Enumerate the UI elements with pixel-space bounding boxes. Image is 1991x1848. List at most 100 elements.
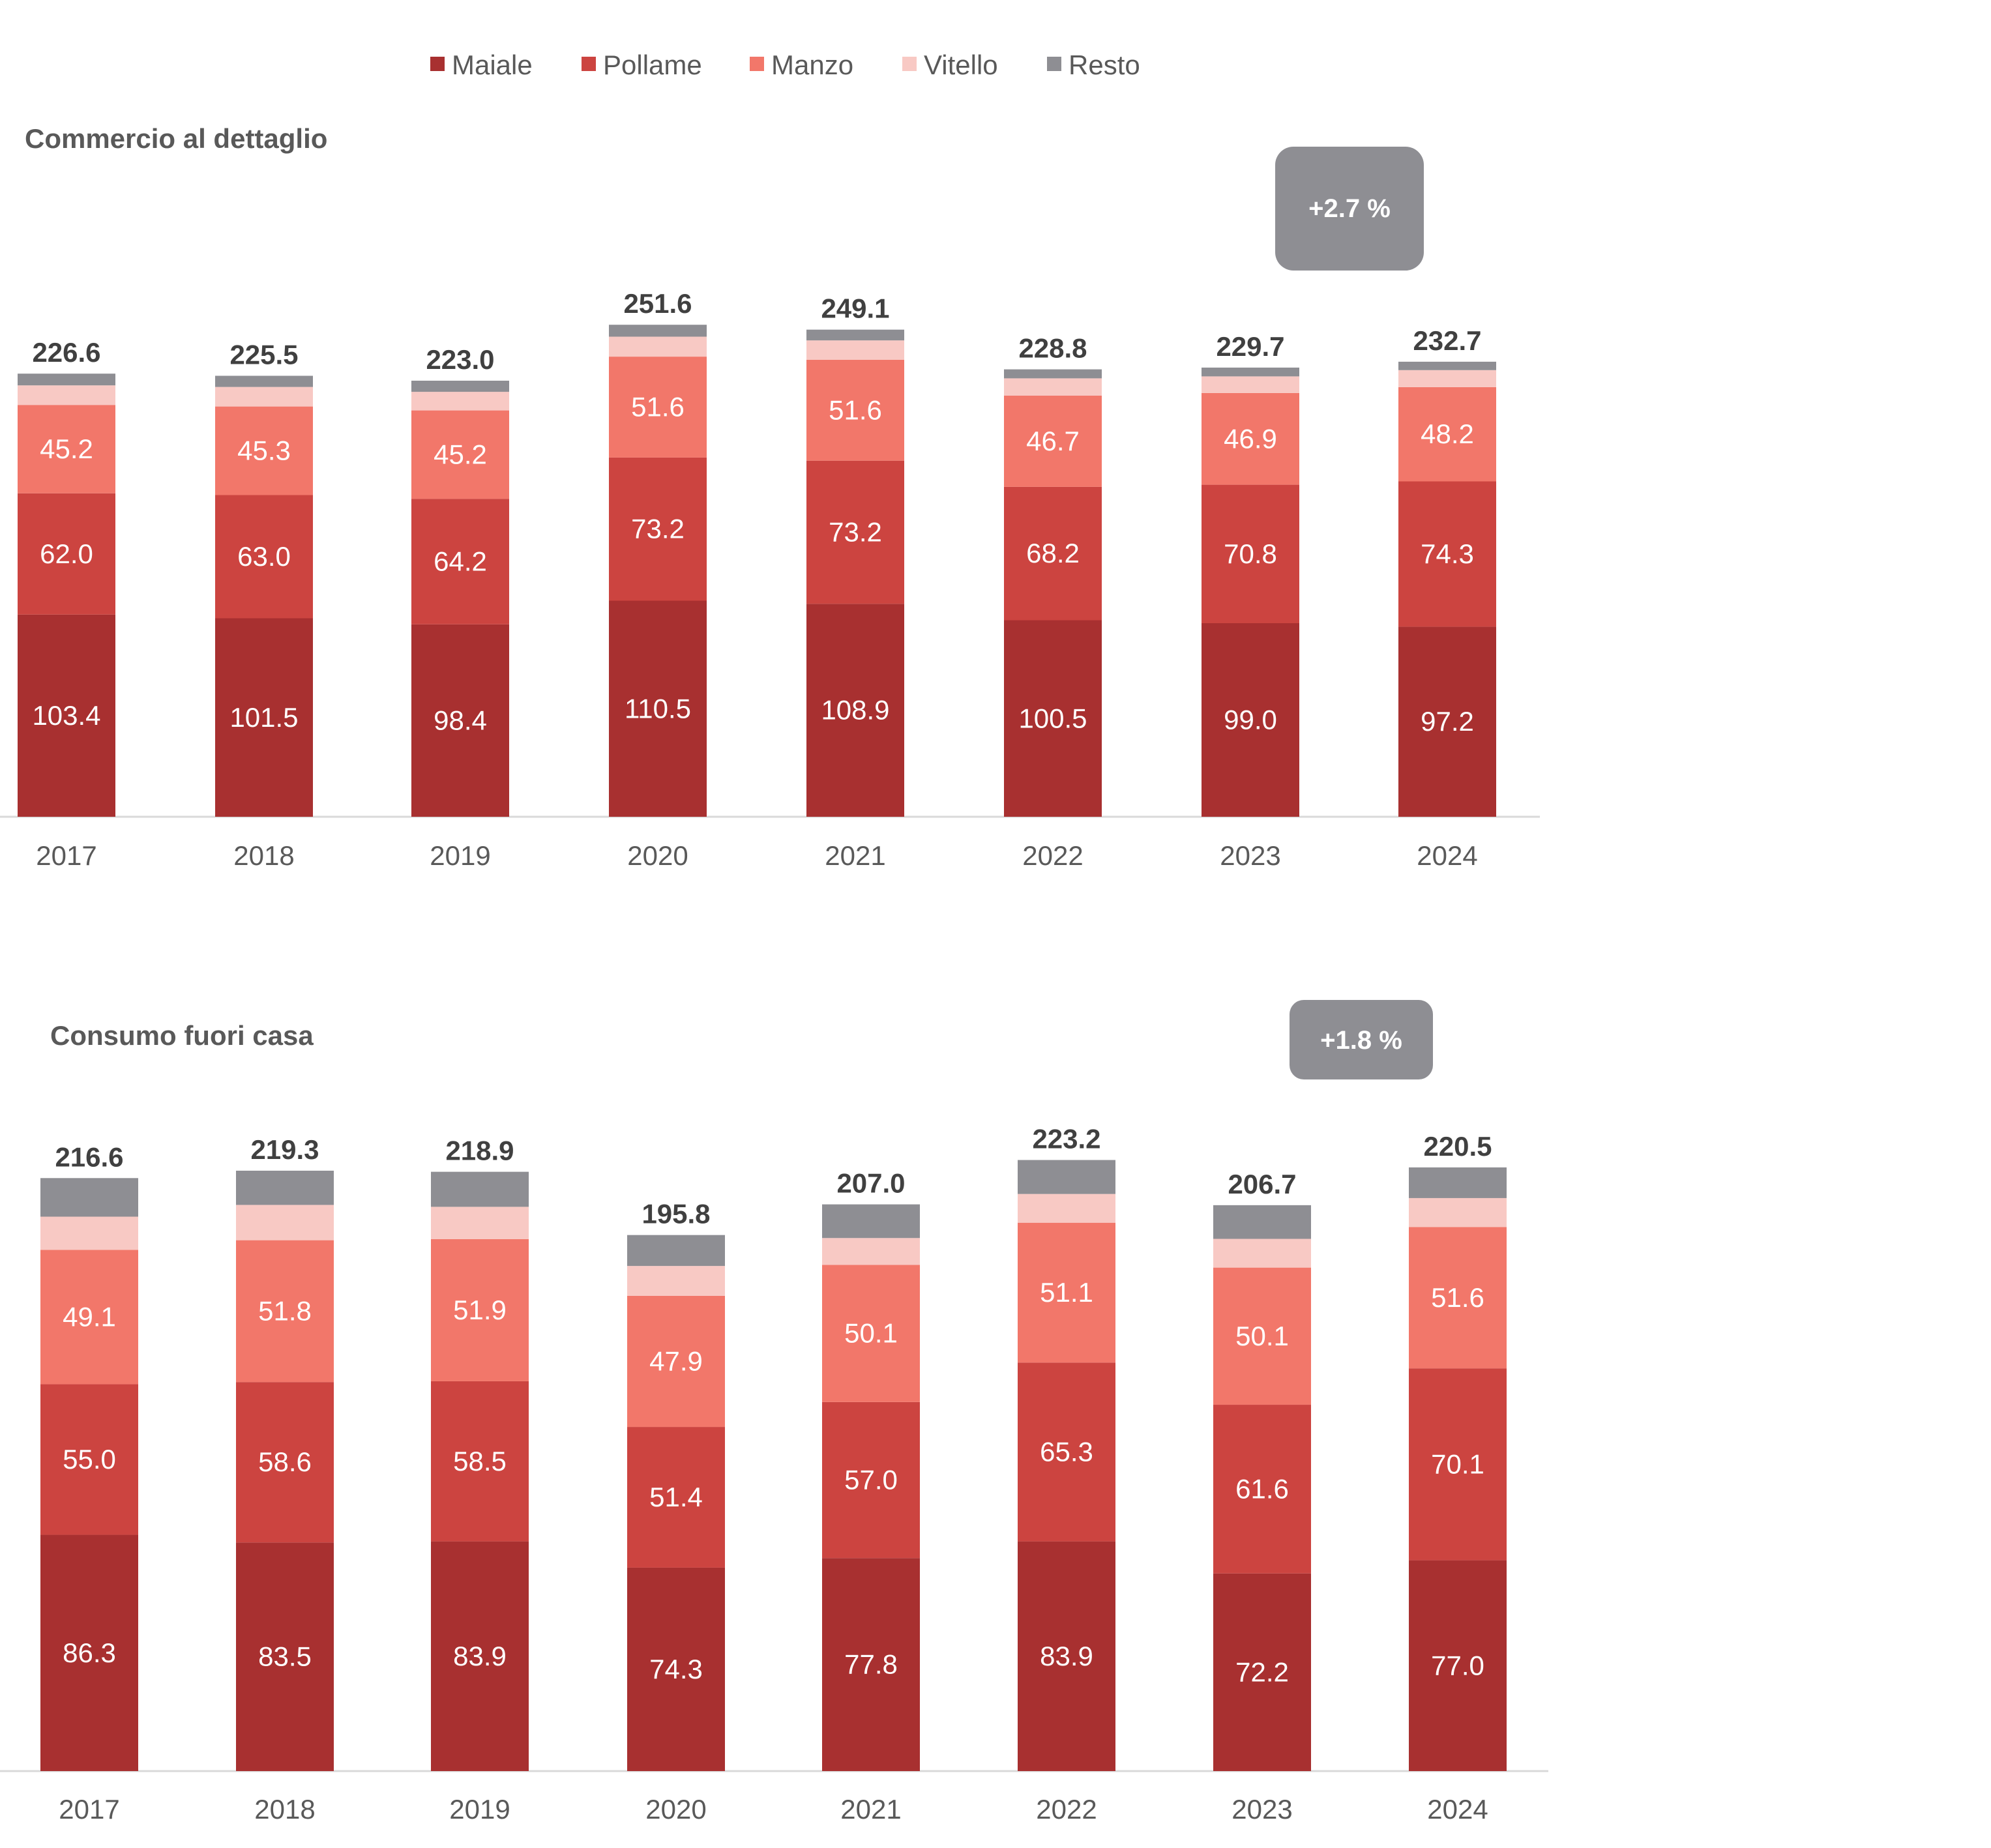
segment-label-maiale-2023: 72.2	[1235, 1656, 1289, 1687]
segment-label-maiale-2021: 108.9	[821, 695, 889, 726]
bar-segment-manzo-2017	[18, 405, 115, 493]
total-label-2020: 195.8	[642, 1199, 710, 1229]
x-tick-label-2021: 2021	[840, 1794, 901, 1825]
bar-segment-pollame-2020	[609, 457, 707, 601]
segment-label-maiale-2021: 77.8	[844, 1649, 898, 1680]
bar-segment-vitello-2018	[236, 1205, 334, 1240]
bar-segment-vitello-2020	[609, 336, 707, 357]
segment-label-manzo-2018: 51.8	[258, 1295, 312, 1326]
x-tick-label-2019: 2019	[430, 840, 490, 871]
bar-segment-manzo-2018	[215, 406, 313, 495]
segment-label-pollame-2017: 55.0	[63, 1444, 116, 1474]
bar-segment-vitello-2023	[1202, 376, 1299, 393]
bar-segment-manzo-2021	[822, 1265, 920, 1402]
bar-segment-manzo-2020	[609, 357, 707, 458]
x-tick-label-2018: 2018	[254, 1794, 315, 1825]
bar-segment-pollame-2022	[1004, 486, 1102, 621]
segment-label-manzo-2019: 45.2	[434, 439, 487, 469]
x-tick-label-2017: 2017	[36, 840, 96, 871]
legend-swatch-maiale	[430, 57, 445, 71]
segment-label-manzo-2018: 45.3	[237, 435, 291, 466]
segment-label-manzo-2022: 51.1	[1040, 1277, 1093, 1308]
segment-label-pollame-2023: 70.8	[1224, 538, 1277, 569]
segment-label-maiale-2018: 101.5	[229, 702, 298, 733]
segment-label-manzo-2020: 51.6	[631, 392, 685, 422]
segment-label-maiale-2017: 86.3	[63, 1637, 116, 1668]
segment-label-pollame-2018: 58.6	[258, 1446, 312, 1477]
bar-segment-resto-2024	[1398, 361, 1496, 370]
bar-segment-vitello-2021	[822, 1238, 920, 1265]
segment-label-manzo-2020: 47.9	[649, 1345, 703, 1376]
bar-segment-resto-2020	[609, 325, 707, 337]
x-tick-label-2023: 2023	[1220, 840, 1280, 871]
bar-segment-resto-2023	[1213, 1205, 1311, 1239]
bar-segment-maiale-2021	[822, 1558, 920, 1771]
x-tick-label-2017: 2017	[59, 1794, 119, 1825]
bars-consumo: 86.3 55.0 49.1 216.6 2017 83.5 58.6 51.8 219.3 20…	[40, 1124, 1507, 1825]
legend-swatch-pollame	[582, 57, 596, 71]
segment-label-maiale-2022: 100.5	[1018, 703, 1087, 733]
segment-label-maiale-2024: 77.0	[1431, 1650, 1484, 1680]
segment-label-maiale-2020: 110.5	[625, 693, 691, 724]
total-label-2019: 223.0	[426, 344, 494, 375]
legend-label-vitello: Vitello	[924, 50, 998, 80]
growth-badge-commercio: +2.7 %	[1275, 147, 1424, 271]
bar-segment-pollame-2022	[1018, 1362, 1115, 1542]
total-label-2021: 249.1	[821, 293, 889, 324]
segment-label-pollame-2022: 68.2	[1026, 538, 1080, 568]
total-label-2018: 219.3	[250, 1134, 319, 1165]
bar-segment-vitello-2020	[627, 1266, 725, 1296]
bar-segment-pollame-2024	[1398, 481, 1496, 627]
bar-segment-manzo-2024	[1409, 1227, 1507, 1369]
bar-segment-vitello-2023	[1213, 1239, 1311, 1268]
segment-label-manzo-2023: 46.9	[1224, 423, 1277, 454]
bar-segment-manzo-2021	[806, 359, 904, 461]
total-label-2019: 218.9	[445, 1136, 514, 1166]
bar-segment-resto-2024	[1409, 1167, 1507, 1198]
bar-segment-resto-2022	[1004, 369, 1102, 379]
segment-label-manzo-2019: 51.9	[453, 1295, 507, 1325]
segment-label-pollame-2024: 74.3	[1421, 538, 1474, 569]
growth-badge-consumo: +1.8 %	[1290, 1000, 1433, 1079]
bar-segment-manzo-2022	[1004, 395, 1102, 487]
bar-segment-maiale-2022	[1004, 620, 1102, 817]
segment-label-pollame-2019: 58.5	[453, 1446, 507, 1476]
legend-swatch-vitello	[902, 57, 917, 71]
bar-segment-resto-2018	[215, 375, 313, 387]
bar-segment-pollame-2019	[431, 1381, 529, 1542]
chart-title-commercio: Commercio al dettaglio	[25, 123, 327, 154]
bar-segment-maiale-2021	[806, 604, 904, 817]
bar-segment-maiale-2020	[609, 600, 707, 817]
bar-segment-vitello-2022	[1018, 1194, 1115, 1223]
x-tick-label-2024: 2024	[1417, 840, 1477, 871]
bar-segment-maiale-2020	[627, 1567, 725, 1771]
segment-label-pollame-2021: 73.2	[829, 517, 882, 548]
growth-badge-box	[1290, 1000, 1433, 1079]
total-label-2024: 232.7	[1413, 325, 1481, 356]
bar-segment-pollame-2021	[806, 460, 904, 604]
bar-segment-vitello-2024	[1409, 1197, 1507, 1227]
chart-consumo-fuori-casa: Consumo fuori casa +1.8 % 86.3 55.0 49.1 21…	[0, 1000, 1548, 1825]
bar-segment-resto-2018	[236, 1170, 334, 1205]
bar-segment-resto-2019	[411, 381, 509, 392]
total-label-2020: 251.6	[623, 288, 692, 319]
bar-segment-vitello-2018	[215, 387, 313, 407]
x-tick-label-2020: 2020	[645, 1794, 706, 1825]
bar-segment-maiale-2023	[1213, 1573, 1311, 1771]
bar-segment-resto-2017	[40, 1178, 138, 1217]
legend-swatch-manzo	[750, 57, 764, 71]
segment-label-manzo-2024: 51.6	[1431, 1282, 1484, 1313]
segment-label-pollame-2022: 65.3	[1040, 1436, 1093, 1467]
total-label-2022: 228.8	[1018, 333, 1087, 364]
segment-label-pollame-2020: 51.4	[649, 1482, 703, 1512]
legend: Maiale Pollame Manzo Vitello Resto	[430, 50, 1140, 80]
segment-label-pollame-2018: 63.0	[237, 541, 291, 572]
bar-segment-vitello-2019	[431, 1207, 529, 1239]
bar-segment-pollame-2017	[40, 1384, 138, 1535]
total-label-2017: 226.6	[32, 337, 100, 368]
x-tick-label-2022: 2022	[1022, 840, 1083, 871]
total-label-2023: 229.7	[1216, 331, 1284, 362]
x-tick-label-2020: 2020	[627, 840, 688, 871]
bar-segment-maiale-2022	[1018, 1541, 1115, 1771]
segment-label-manzo-2023: 50.1	[1235, 1321, 1289, 1351]
